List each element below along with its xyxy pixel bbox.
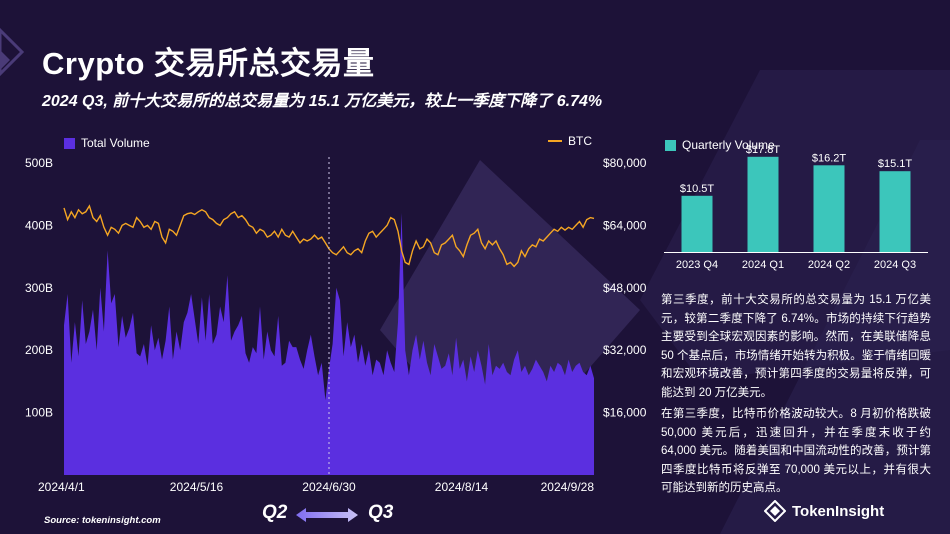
y-right-tick-label: $32,000 — [603, 343, 647, 357]
y-left-tick-label: 300B — [25, 281, 53, 295]
y-right-tick-label: $80,000 — [603, 156, 647, 170]
legend-quarterly-volume: Quarterly Volume — [665, 138, 775, 152]
legend-volume-label: Total Volume — [81, 136, 150, 150]
x-tick-label: 2024/9/28 — [541, 480, 595, 494]
page-title: Crypto 交易所总交易量 — [42, 46, 375, 81]
y-left-tick-label: 500B — [25, 156, 53, 170]
bar-category-label: 2024 Q3 — [874, 259, 916, 271]
brand-name: TokenInsight — [792, 502, 885, 520]
volume-area — [64, 212, 594, 475]
legend-btc: BTC — [548, 134, 592, 148]
page-subtitle: 2024 Q3, 前十大交易所的总交易量为 15.1 万亿美元，较上一季度下降了… — [42, 93, 603, 110]
quarter-from-label: Q2 — [262, 502, 288, 523]
y-left-tick-label: 100B — [25, 406, 53, 420]
bar-value-label: $15.1T — [878, 158, 913, 170]
legend-total-volume: Total Volume — [64, 136, 150, 150]
bar-value-label: $10.5T — [680, 183, 715, 195]
legend-volume-swatch — [64, 137, 75, 149]
source-label: Source: tokeninsight.com — [44, 515, 161, 526]
description-paragraph-1: 第三季度，前十大交易所的总交易量为 15.1 万亿美元，较第二季度下降了 6.7… — [661, 294, 931, 399]
bar-category-label: 2024 Q1 — [742, 259, 784, 271]
legend-btc-swatch — [548, 140, 562, 142]
bar-value-label: $17.8T — [746, 144, 781, 156]
brand-logo: TokenInsight — [764, 500, 884, 522]
x-tick-label: 2024/8/14 — [435, 480, 489, 494]
y-right-tick-label: $64,000 — [603, 218, 647, 232]
x-tick-label: 2024/4/1 — [38, 480, 85, 494]
bar-value-label: $16.2T — [812, 152, 847, 164]
quarterly-bar — [813, 165, 845, 252]
tokeninsight-logo-icon — [764, 500, 786, 522]
legend-quarterly-label: Quarterly Volume — [682, 138, 775, 152]
quarter-to-label: Q3 — [368, 502, 394, 523]
double-arrow-icon — [296, 508, 358, 522]
quarterly-bar — [879, 171, 911, 252]
quarterly-bar — [747, 156, 779, 252]
y-left-tick-label: 400B — [25, 218, 53, 232]
y-left-tick-label: 200B — [25, 343, 53, 357]
legend-quarterly-swatch — [665, 139, 676, 151]
bar-category-label: 2023 Q4 — [676, 259, 718, 271]
x-tick-label: 2024/5/16 — [170, 480, 224, 494]
quarterly-bar — [681, 195, 713, 252]
y-right-tick-label: $16,000 — [603, 406, 647, 420]
legend-btc-label: BTC — [568, 134, 592, 148]
y-right-tick-label: $48,000 — [603, 281, 647, 295]
description-paragraph-2: 在第三季度，比特币价格波动较大。8 月初价格跌破 50,000 美元后，迅速回升… — [661, 408, 931, 494]
x-tick-label: 2024/6/30 — [302, 480, 356, 494]
bar-category-label: 2024 Q2 — [808, 259, 850, 271]
